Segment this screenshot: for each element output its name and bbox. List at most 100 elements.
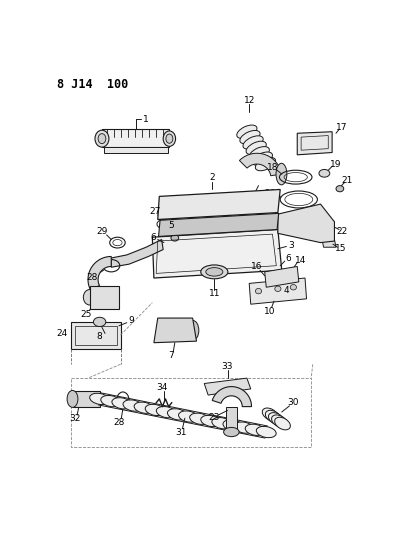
Text: 22: 22 bbox=[336, 227, 348, 236]
Text: 13: 13 bbox=[245, 194, 256, 203]
Ellipse shape bbox=[276, 163, 287, 185]
Ellipse shape bbox=[145, 405, 165, 416]
Ellipse shape bbox=[123, 400, 143, 411]
Polygon shape bbox=[204, 378, 251, 395]
Ellipse shape bbox=[101, 395, 121, 407]
Text: 6: 6 bbox=[285, 254, 291, 263]
Ellipse shape bbox=[90, 393, 110, 405]
Ellipse shape bbox=[262, 408, 278, 421]
Ellipse shape bbox=[190, 413, 210, 424]
Polygon shape bbox=[88, 256, 111, 290]
Text: 17: 17 bbox=[336, 123, 348, 132]
Ellipse shape bbox=[171, 235, 178, 241]
Ellipse shape bbox=[112, 398, 132, 409]
Text: 25: 25 bbox=[81, 310, 92, 319]
Ellipse shape bbox=[163, 131, 176, 147]
Text: 28: 28 bbox=[86, 273, 98, 282]
Text: 6: 6 bbox=[150, 233, 156, 243]
Text: 14: 14 bbox=[295, 256, 306, 265]
Ellipse shape bbox=[290, 285, 296, 290]
Text: 32: 32 bbox=[69, 415, 80, 423]
Text: 8: 8 bbox=[96, 332, 102, 341]
Polygon shape bbox=[89, 286, 119, 309]
Ellipse shape bbox=[206, 268, 223, 276]
Text: 2: 2 bbox=[209, 173, 215, 182]
Ellipse shape bbox=[237, 125, 257, 139]
Text: 4: 4 bbox=[284, 286, 289, 295]
Polygon shape bbox=[240, 154, 281, 176]
Text: 31: 31 bbox=[175, 427, 187, 437]
Ellipse shape bbox=[266, 410, 281, 423]
Ellipse shape bbox=[224, 427, 239, 437]
Ellipse shape bbox=[246, 141, 266, 155]
Text: 24: 24 bbox=[56, 329, 67, 338]
Polygon shape bbox=[310, 221, 327, 243]
Polygon shape bbox=[249, 278, 307, 304]
Ellipse shape bbox=[201, 415, 221, 426]
Polygon shape bbox=[72, 391, 100, 407]
Polygon shape bbox=[322, 239, 336, 247]
Polygon shape bbox=[265, 266, 299, 287]
Polygon shape bbox=[154, 318, 197, 343]
Text: 20: 20 bbox=[264, 189, 276, 198]
Ellipse shape bbox=[275, 417, 290, 430]
Ellipse shape bbox=[249, 147, 269, 160]
Ellipse shape bbox=[167, 409, 187, 420]
Polygon shape bbox=[278, 204, 335, 243]
Text: 26: 26 bbox=[94, 297, 105, 306]
Ellipse shape bbox=[268, 413, 284, 425]
Text: 23: 23 bbox=[208, 413, 219, 422]
Polygon shape bbox=[158, 189, 280, 220]
Polygon shape bbox=[102, 130, 169, 147]
Text: 28: 28 bbox=[113, 417, 125, 426]
Text: 8 J14  100: 8 J14 100 bbox=[57, 78, 128, 91]
Text: 5: 5 bbox=[168, 221, 174, 230]
Text: 1: 1 bbox=[143, 115, 148, 124]
Text: 3: 3 bbox=[288, 241, 294, 250]
Text: 15: 15 bbox=[335, 244, 346, 253]
Ellipse shape bbox=[245, 424, 265, 435]
Text: 16: 16 bbox=[251, 262, 263, 271]
Ellipse shape bbox=[243, 136, 263, 149]
Text: 33: 33 bbox=[222, 362, 233, 371]
Ellipse shape bbox=[67, 391, 78, 407]
Text: 7: 7 bbox=[168, 351, 174, 360]
Ellipse shape bbox=[98, 134, 106, 144]
Bar bbox=[71, 378, 311, 447]
Text: 10: 10 bbox=[264, 306, 275, 316]
Ellipse shape bbox=[271, 415, 287, 427]
Ellipse shape bbox=[156, 407, 176, 418]
Ellipse shape bbox=[255, 157, 275, 171]
Text: 19: 19 bbox=[329, 159, 341, 168]
Ellipse shape bbox=[166, 134, 173, 143]
Text: 12: 12 bbox=[243, 96, 255, 106]
Polygon shape bbox=[104, 147, 168, 152]
Ellipse shape bbox=[275, 286, 281, 292]
Polygon shape bbox=[226, 407, 237, 432]
Ellipse shape bbox=[186, 320, 199, 341]
Ellipse shape bbox=[240, 131, 260, 144]
Text: 21: 21 bbox=[341, 176, 353, 185]
Ellipse shape bbox=[212, 417, 232, 429]
Text: 29: 29 bbox=[96, 227, 108, 236]
Polygon shape bbox=[111, 239, 163, 267]
Text: 34: 34 bbox=[156, 383, 167, 392]
Ellipse shape bbox=[201, 265, 228, 279]
Ellipse shape bbox=[336, 185, 344, 192]
Text: 30: 30 bbox=[288, 398, 299, 407]
Ellipse shape bbox=[178, 411, 199, 422]
Text: 9: 9 bbox=[128, 316, 134, 325]
Ellipse shape bbox=[256, 426, 276, 438]
Ellipse shape bbox=[84, 289, 96, 305]
Ellipse shape bbox=[255, 288, 262, 294]
Ellipse shape bbox=[93, 317, 106, 327]
Text: 11: 11 bbox=[208, 289, 220, 298]
Polygon shape bbox=[152, 230, 282, 278]
Ellipse shape bbox=[223, 420, 243, 431]
Ellipse shape bbox=[234, 422, 254, 433]
Ellipse shape bbox=[319, 169, 330, 177]
Ellipse shape bbox=[95, 130, 109, 147]
Polygon shape bbox=[158, 213, 279, 237]
Polygon shape bbox=[212, 386, 251, 407]
Text: 18: 18 bbox=[267, 164, 278, 172]
